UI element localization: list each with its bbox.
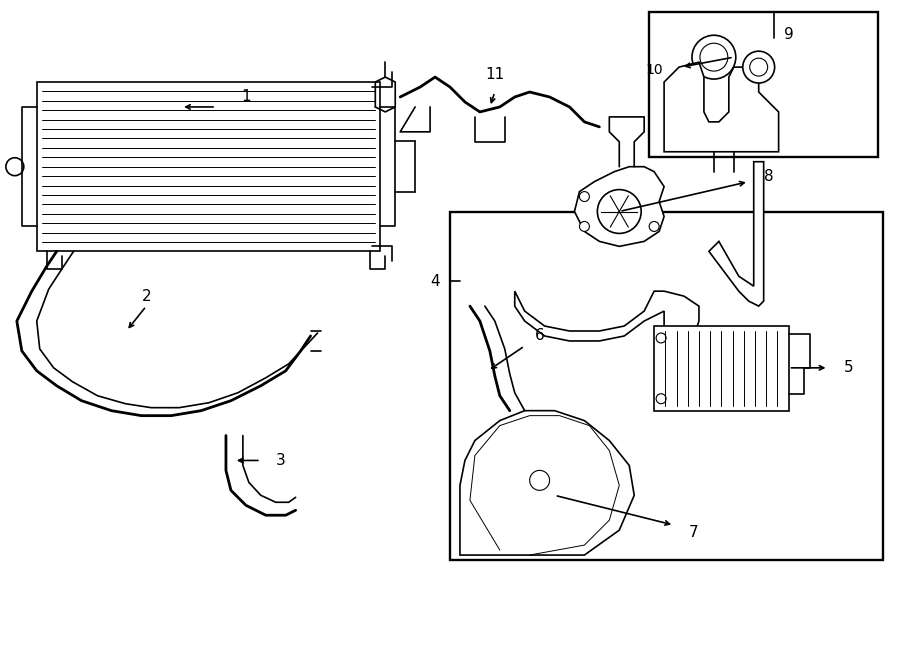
Text: 6: 6 xyxy=(535,329,544,344)
Circle shape xyxy=(742,51,775,83)
Text: 3: 3 xyxy=(275,453,285,468)
Polygon shape xyxy=(709,162,764,306)
Text: 9: 9 xyxy=(784,26,794,42)
Text: 10: 10 xyxy=(645,63,663,77)
Polygon shape xyxy=(515,291,699,341)
Polygon shape xyxy=(574,167,664,247)
Text: 7: 7 xyxy=(689,525,698,539)
Text: 8: 8 xyxy=(764,169,773,184)
Circle shape xyxy=(750,58,768,76)
Circle shape xyxy=(692,35,736,79)
Text: 1: 1 xyxy=(241,89,251,104)
Text: 11: 11 xyxy=(485,67,504,81)
Circle shape xyxy=(598,190,641,233)
Circle shape xyxy=(530,471,550,490)
Text: 4: 4 xyxy=(430,274,440,289)
Circle shape xyxy=(656,394,666,404)
FancyBboxPatch shape xyxy=(37,82,381,251)
Bar xyxy=(450,212,883,560)
Text: 5: 5 xyxy=(843,360,853,375)
Circle shape xyxy=(649,221,659,231)
Text: 2: 2 xyxy=(141,289,151,303)
Polygon shape xyxy=(460,410,634,555)
Circle shape xyxy=(580,221,590,231)
Circle shape xyxy=(580,192,590,202)
Circle shape xyxy=(6,158,23,176)
Polygon shape xyxy=(664,62,778,152)
Bar xyxy=(654,326,788,410)
Bar xyxy=(649,13,878,157)
Circle shape xyxy=(656,333,666,343)
Circle shape xyxy=(700,43,728,71)
